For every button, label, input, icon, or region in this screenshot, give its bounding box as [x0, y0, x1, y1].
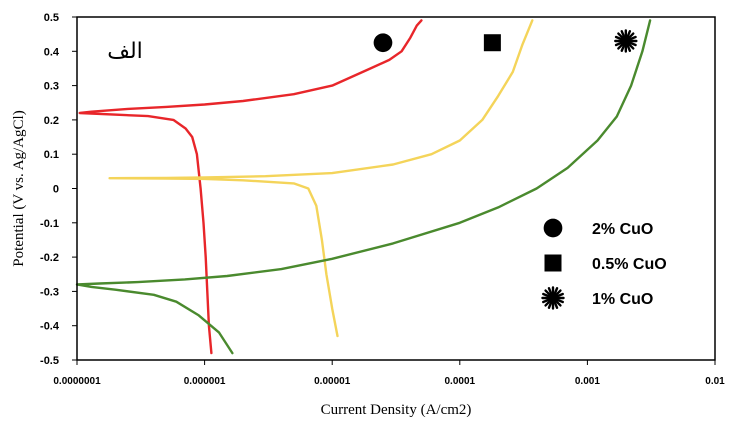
x-axis-title: Current Density (A/cm2) [321, 402, 472, 418]
y-tick-label: 0.4 [44, 46, 60, 58]
legend-label: 2% CuO [592, 221, 653, 238]
y-tick-label: 0 [53, 184, 59, 196]
x-tick-label: 0.001 [575, 376, 600, 387]
series-marker-star [614, 29, 638, 53]
legend-symbol-square [544, 254, 562, 272]
x-tick-label: 0.000001 [184, 376, 226, 387]
x-tick-label: 0.01 [705, 376, 725, 387]
x-tick-label: 0.00001 [314, 376, 351, 387]
legend-label: 1% CuO [592, 291, 653, 308]
legend-symbol-star [541, 286, 565, 310]
y-axis-title: Potential (V vs. Ag/AgCl) [11, 110, 27, 266]
plot-frame [76, 16, 716, 361]
legend-symbol-circle [543, 218, 563, 238]
series-line-1-cuo [75, 19, 652, 355]
y-tick-label: 0.1 [44, 149, 59, 161]
series-marker-square [483, 34, 501, 52]
series-markers [373, 29, 638, 53]
y-tick-label: 0.3 [44, 81, 59, 93]
y-tick-label: -0.4 [40, 321, 60, 333]
panel-label: الف [107, 39, 143, 64]
series-line-0-5-cuo [108, 19, 534, 338]
y-tick-label: -0.5 [40, 355, 59, 367]
series-line-2-cuo [78, 19, 423, 355]
x-tick-label: 0.0001 [445, 376, 476, 387]
legend-label: 0.5% CuO [592, 256, 667, 273]
y-tick-label: 0.2 [44, 115, 59, 127]
legend: 2% CuO 0.5% CuO 1% CuO [541, 218, 667, 310]
y-tick-label: -0.2 [40, 252, 59, 264]
y-tick-label: -0.3 [40, 286, 59, 298]
series-layer [75, 19, 652, 355]
x-tick-label: 0.0000001 [53, 376, 101, 387]
axis-ticks: 0.5 0.4 0.3 0.2 0.1 0 -0.1 -0.2 -0.3 -0.4 -0.5 0.00… [40, 12, 725, 387]
series-marker-circle [373, 33, 393, 53]
y-tick-label: -0.1 [40, 218, 59, 230]
y-tick-label: 0.5 [44, 12, 59, 24]
